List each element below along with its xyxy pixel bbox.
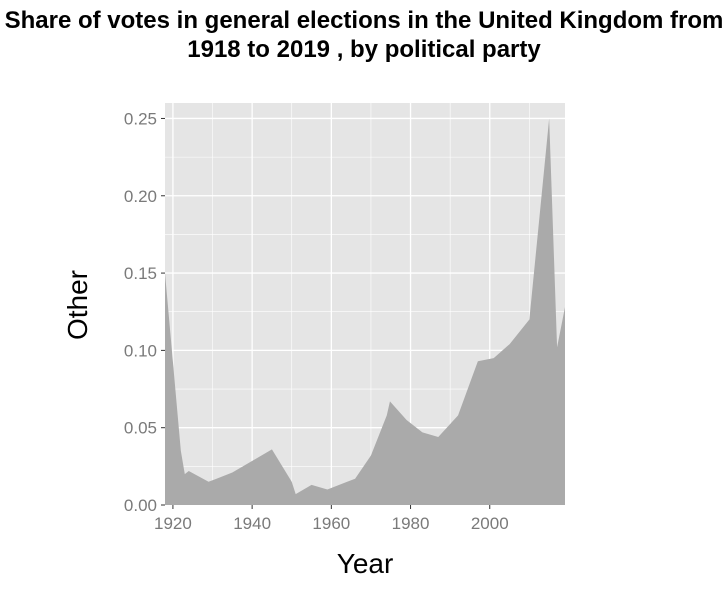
y-axis-label: Other <box>62 270 94 340</box>
x-tick-label: 1920 <box>154 514 192 533</box>
x-tick-label: 1960 <box>312 514 350 533</box>
y-tick-label: 0.25 <box>124 109 157 128</box>
y-tick-label: 0.15 <box>124 264 157 283</box>
y-tick-label: 0.20 <box>124 187 157 206</box>
x-tick-label: 2000 <box>471 514 509 533</box>
y-tick-label: 0.00 <box>124 496 157 515</box>
y-tick-label: 0.10 <box>124 341 157 360</box>
y-tick-label: 0.05 <box>124 419 157 438</box>
y-axis: 0.00 0.05 0.10 0.15 0.20 0.25 <box>124 109 165 515</box>
x-tick-label: 1940 <box>233 514 271 533</box>
x-tick-label: 1980 <box>392 514 430 533</box>
x-axis-label: Year <box>337 548 394 580</box>
x-axis: 1920 1940 1960 1980 2000 <box>154 505 509 533</box>
